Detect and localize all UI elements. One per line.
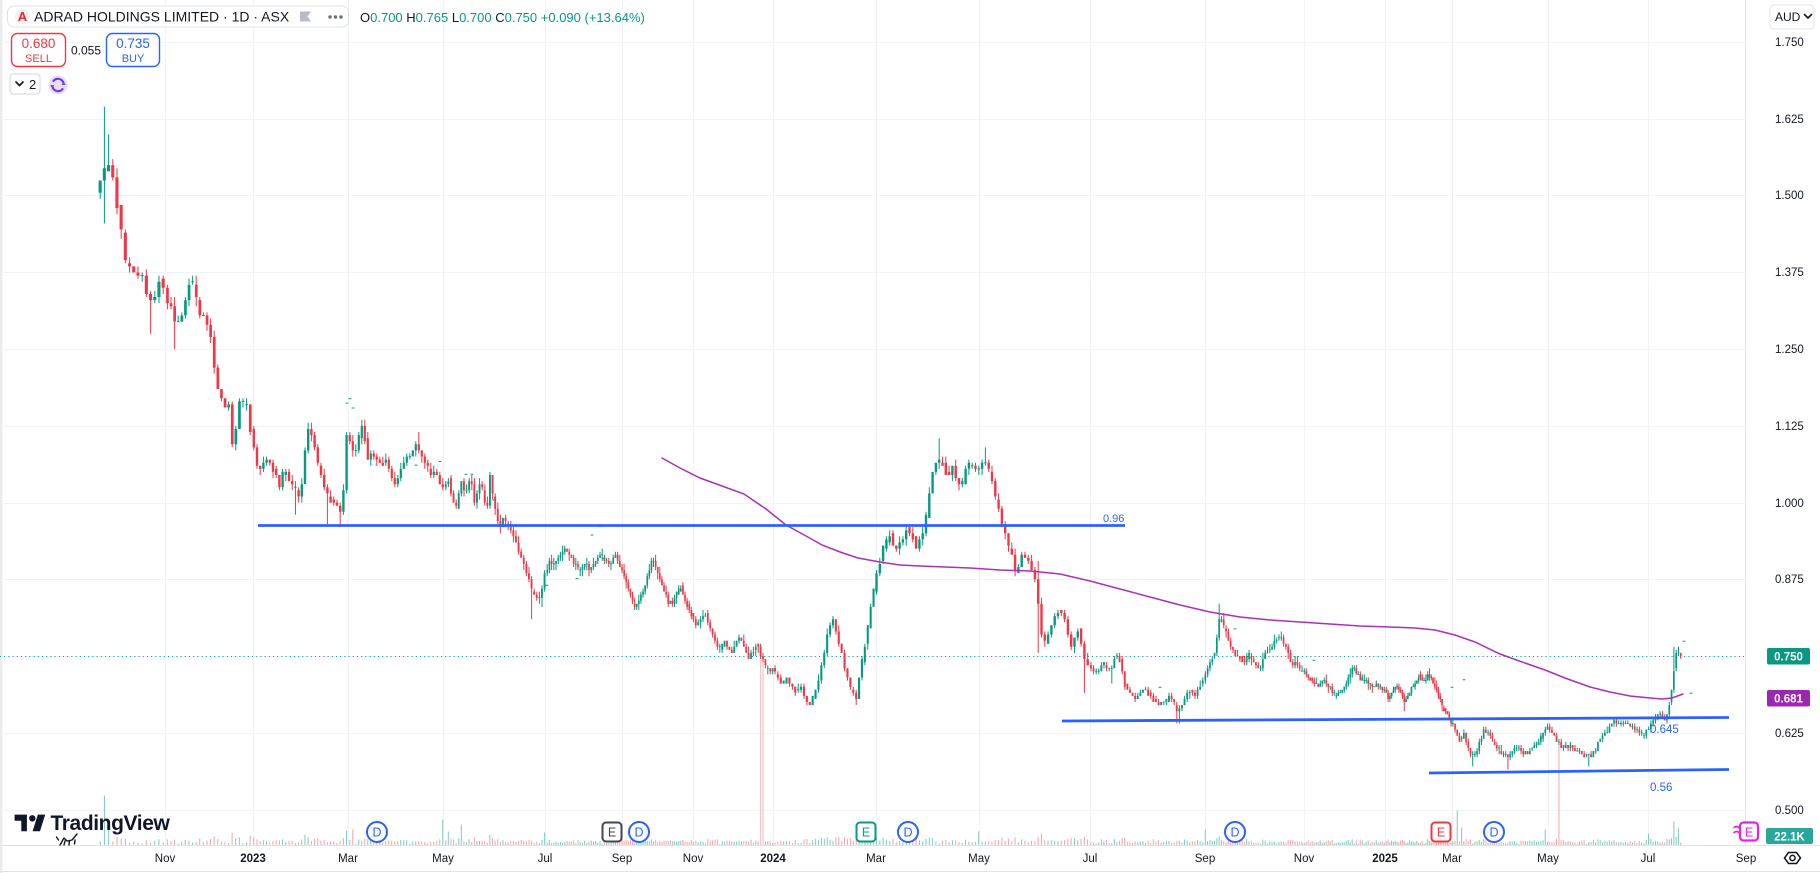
svg-text:0.735: 0.735: [116, 36, 150, 51]
svg-text:Mar: Mar: [338, 853, 358, 865]
svg-text:D: D: [903, 826, 912, 840]
svg-text:2024: 2024: [760, 853, 786, 865]
svg-text:0.681: 0.681: [1774, 694, 1803, 706]
svg-text:0.56: 0.56: [1650, 782, 1672, 794]
svg-text:Mar: Mar: [866, 853, 886, 865]
svg-text:1.000: 1.000: [1775, 498, 1804, 510]
svg-text:Jul: Jul: [538, 853, 553, 865]
svg-text:E: E: [1745, 826, 1753, 840]
svg-text:Sep: Sep: [612, 853, 632, 865]
svg-text:Sep: Sep: [1195, 853, 1215, 865]
svg-text:1.750: 1.750: [1775, 37, 1804, 49]
svg-text:May: May: [1537, 853, 1559, 865]
svg-text:0.500: 0.500: [1775, 805, 1804, 817]
svg-text:May: May: [432, 853, 454, 865]
svg-text:2023: 2023: [240, 853, 266, 865]
svg-text:ADRAD HOLDINGS LIMITED · 1D ·: ADRAD HOLDINGS LIMITED · 1D · ASX: [34, 9, 290, 25]
svg-text:1.375: 1.375: [1775, 267, 1804, 279]
svg-text:1.625: 1.625: [1775, 114, 1804, 126]
svg-text:D: D: [634, 826, 643, 840]
svg-text:1.125: 1.125: [1775, 421, 1804, 433]
svg-text:2: 2: [29, 77, 36, 92]
svg-text:May: May: [968, 853, 990, 865]
svg-text:Jul: Jul: [1083, 853, 1098, 865]
svg-text:AUD: AUD: [1775, 10, 1801, 24]
svg-text:1.500: 1.500: [1775, 190, 1804, 202]
svg-text:Nov: Nov: [1294, 853, 1315, 865]
svg-text:E: E: [608, 826, 616, 840]
svg-text:22.1K: 22.1K: [1774, 832, 1805, 844]
svg-text:E: E: [1437, 826, 1445, 840]
svg-text:0.625: 0.625: [1775, 728, 1804, 740]
svg-text:0.875: 0.875: [1775, 574, 1804, 586]
svg-text:0.750: 0.750: [1774, 652, 1803, 664]
svg-text:0.96: 0.96: [1103, 513, 1124, 525]
svg-text:Sep: Sep: [1736, 853, 1756, 865]
svg-text:A: A: [18, 9, 28, 24]
svg-text:2025: 2025: [1372, 853, 1398, 865]
svg-text:Nov: Nov: [155, 853, 176, 865]
svg-text:D: D: [372, 826, 381, 840]
svg-text:O0.700 H0.765 L0.700 C0.750 +0: O0.700 H0.765 L0.700 C0.750 +0.090 (+13.…: [360, 10, 645, 25]
svg-text:D: D: [1230, 826, 1239, 840]
svg-text:Nov: Nov: [683, 853, 704, 865]
svg-text:D: D: [1489, 826, 1498, 840]
svg-text:Jul: Jul: [1641, 853, 1656, 865]
svg-text:SELL: SELL: [25, 53, 52, 65]
svg-text:E: E: [862, 826, 870, 840]
svg-text:TradingView: TradingView: [51, 812, 171, 835]
svg-text:0.645: 0.645: [1650, 724, 1679, 736]
svg-text:0.055: 0.055: [71, 44, 101, 58]
svg-text:Mar: Mar: [1442, 853, 1462, 865]
svg-text:0.680: 0.680: [22, 36, 56, 51]
svg-text:BUY: BUY: [122, 53, 145, 65]
svg-text:1.250: 1.250: [1775, 344, 1804, 356]
